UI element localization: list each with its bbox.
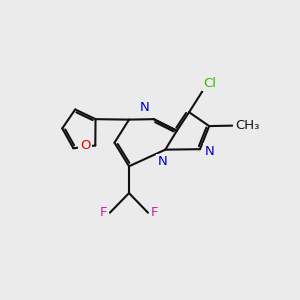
Text: CH₃: CH₃	[235, 119, 260, 132]
Text: Cl: Cl	[204, 76, 217, 90]
Text: N: N	[158, 155, 167, 168]
Text: F: F	[150, 206, 158, 219]
Text: N: N	[140, 101, 149, 114]
Text: F: F	[100, 206, 108, 219]
Text: O: O	[80, 139, 91, 152]
Text: N: N	[205, 145, 215, 158]
